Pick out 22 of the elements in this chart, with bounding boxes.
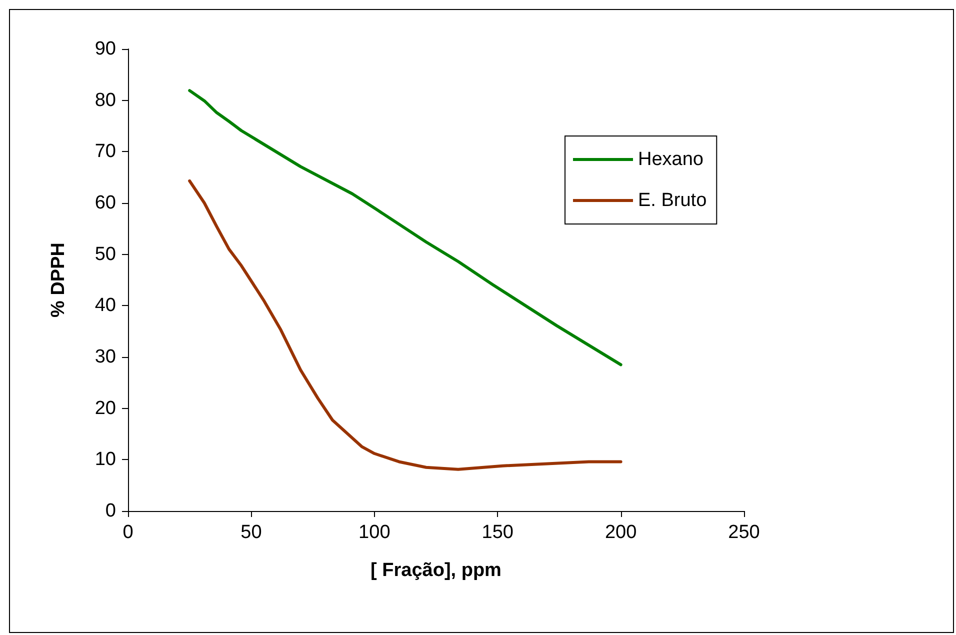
line-series bbox=[188, 89, 622, 366]
line-series bbox=[188, 179, 622, 471]
y-tick-label: 0 bbox=[105, 500, 116, 522]
x-tick-label: 250 bbox=[728, 522, 760, 543]
y-axis-title: % DPPH bbox=[48, 242, 69, 318]
y-tick-label: 30 bbox=[94, 346, 116, 368]
legend-label: E. Bruto bbox=[638, 190, 707, 211]
x-tick-label: 0 bbox=[122, 522, 134, 543]
x-tick-label: 200 bbox=[604, 522, 637, 543]
y-tick-label: 10 bbox=[94, 449, 116, 470]
y-tick-label: 60 bbox=[94, 192, 116, 214]
x-tick-label: 100 bbox=[358, 522, 390, 543]
x-tick-label: 50 bbox=[240, 522, 262, 543]
y-tick-label: 90 bbox=[94, 38, 116, 60]
y-tick-label: 40 bbox=[94, 295, 116, 316]
y-tick-label: 20 bbox=[94, 398, 116, 419]
y-tick-label: 50 bbox=[94, 244, 116, 265]
legend-label: Hexano bbox=[638, 149, 704, 170]
y-tick-label: 70 bbox=[94, 141, 116, 162]
x-axis-title: [ Fração], ppm bbox=[370, 560, 502, 581]
y-tick-label: 80 bbox=[94, 90, 116, 111]
x-tick-label: 150 bbox=[482, 522, 514, 543]
